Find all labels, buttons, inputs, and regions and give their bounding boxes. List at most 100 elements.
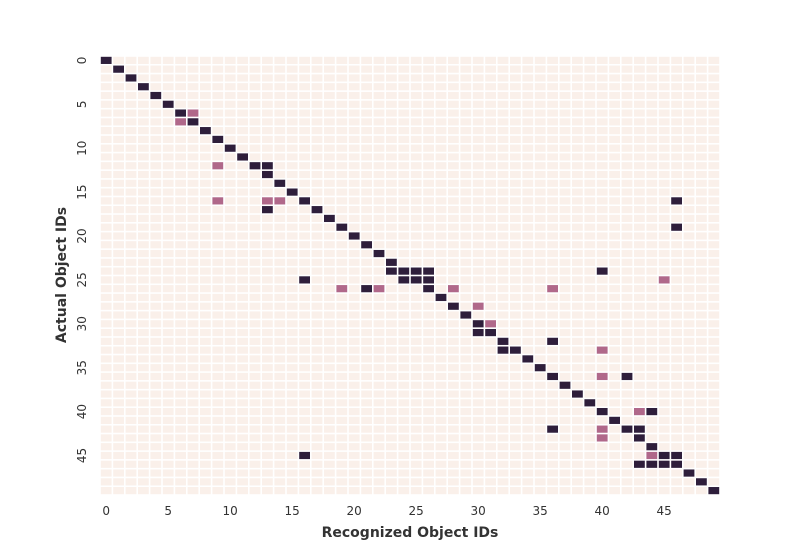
heatmap-cell <box>609 399 620 407</box>
heatmap-cell <box>522 241 534 249</box>
heatmap-cell-filled <box>658 460 670 468</box>
heatmap-cell <box>361 223 372 231</box>
heatmap-cell <box>237 416 248 424</box>
heatmap-cell <box>138 346 149 354</box>
heatmap-cell <box>671 328 682 337</box>
heatmap-cell <box>621 355 633 363</box>
heatmap-cell <box>559 469 571 477</box>
heatmap-cell <box>125 451 137 460</box>
heatmap-cell <box>336 170 348 179</box>
heatmap-cell <box>100 416 112 424</box>
heatmap-cell <box>559 56 571 64</box>
heatmap-cell <box>361 135 372 143</box>
heatmap-cell <box>510 170 521 179</box>
heatmap-cell <box>410 135 422 143</box>
heatmap-cell <box>224 206 236 214</box>
heatmap-cell <box>596 381 608 389</box>
heatmap-cell <box>336 127 348 135</box>
heatmap-cell-filled <box>596 346 608 354</box>
heatmap-cell <box>559 267 571 275</box>
heatmap-cell <box>435 65 447 73</box>
heatmap-cell <box>386 144 397 152</box>
heatmap-cell <box>410 302 422 310</box>
heatmap-cell <box>472 451 484 460</box>
heatmap-cell <box>472 372 484 381</box>
heatmap-cell <box>448 372 459 381</box>
heatmap-cell <box>348 381 360 389</box>
heatmap-cell <box>336 364 348 372</box>
heatmap-cell <box>212 144 224 152</box>
heatmap-cell <box>200 100 211 108</box>
heatmap-cell <box>559 258 571 266</box>
heatmap-cell <box>398 443 410 451</box>
heatmap-cell <box>274 214 286 223</box>
heatmap-cell <box>324 443 335 451</box>
heatmap-cell <box>596 364 608 372</box>
heatmap-cell <box>658 223 670 231</box>
heatmap-cell <box>460 56 472 64</box>
heatmap-cell <box>696 399 707 407</box>
heatmap-cell <box>336 320 348 328</box>
heatmap-cell <box>324 249 335 258</box>
heatmap-cell <box>262 144 273 152</box>
heatmap-cell <box>162 469 174 477</box>
heatmap-cell <box>559 100 571 108</box>
heatmap-cell <box>138 179 149 187</box>
heatmap-cell <box>634 74 645 82</box>
heatmap-cell <box>448 487 459 495</box>
heatmap-cell <box>448 135 459 143</box>
heatmap-cell <box>646 381 658 389</box>
heatmap-cell <box>621 144 633 152</box>
heatmap-cell <box>125 443 137 451</box>
heatmap-cell <box>559 162 571 170</box>
heatmap-cell <box>262 460 273 468</box>
heatmap-cell <box>609 443 620 451</box>
heatmap-cell <box>299 56 310 64</box>
heatmap-cell <box>634 302 645 310</box>
heatmap-cell <box>485 293 496 302</box>
heatmap-cell <box>522 109 534 117</box>
heatmap-cell <box>138 425 149 433</box>
heatmap-cell <box>100 328 112 337</box>
heatmap-cell <box>200 162 211 170</box>
heatmap-cell <box>658 355 670 363</box>
heatmap-cell <box>262 293 273 302</box>
heatmap-cell <box>683 381 695 389</box>
heatmap-cell <box>237 311 248 319</box>
heatmap-cell <box>584 328 596 337</box>
heatmap-cell <box>224 249 236 258</box>
heatmap-cell <box>497 214 509 223</box>
heatmap-cell <box>113 91 124 100</box>
heatmap-cell <box>696 258 707 266</box>
heatmap-cell <box>634 249 645 258</box>
heatmap-cell <box>658 346 670 354</box>
heatmap-cell <box>696 276 707 284</box>
heatmap-cell <box>212 487 224 495</box>
heatmap-cell <box>646 372 658 381</box>
heatmap-cell <box>187 135 199 143</box>
heatmap-cell <box>299 135 310 143</box>
heatmap-cell <box>138 337 149 345</box>
heatmap-cell <box>224 188 236 196</box>
heatmap-cell <box>361 408 372 416</box>
heatmap-cell <box>534 302 546 310</box>
heatmap-cell <box>522 127 534 135</box>
heatmap-cell <box>249 293 261 302</box>
heatmap-cell <box>212 100 224 108</box>
heatmap-cell <box>212 443 224 451</box>
heatmap-cell <box>448 197 459 205</box>
heatmap-cell-filled <box>448 302 459 310</box>
heatmap-cell <box>299 118 310 126</box>
heatmap-cell <box>150 258 162 266</box>
heatmap-cell <box>671 487 682 495</box>
heatmap-cell-filled <box>224 144 236 152</box>
heatmap-cell <box>286 460 298 468</box>
heatmap-cell <box>683 223 695 231</box>
heatmap-cell <box>671 267 682 275</box>
heatmap-cell <box>311 100 323 108</box>
heatmap-cell <box>138 267 149 275</box>
heatmap-cell <box>398 206 410 214</box>
heatmap-cell <box>386 355 397 363</box>
heatmap-cell <box>175 451 186 460</box>
heatmap-cell <box>224 127 236 135</box>
